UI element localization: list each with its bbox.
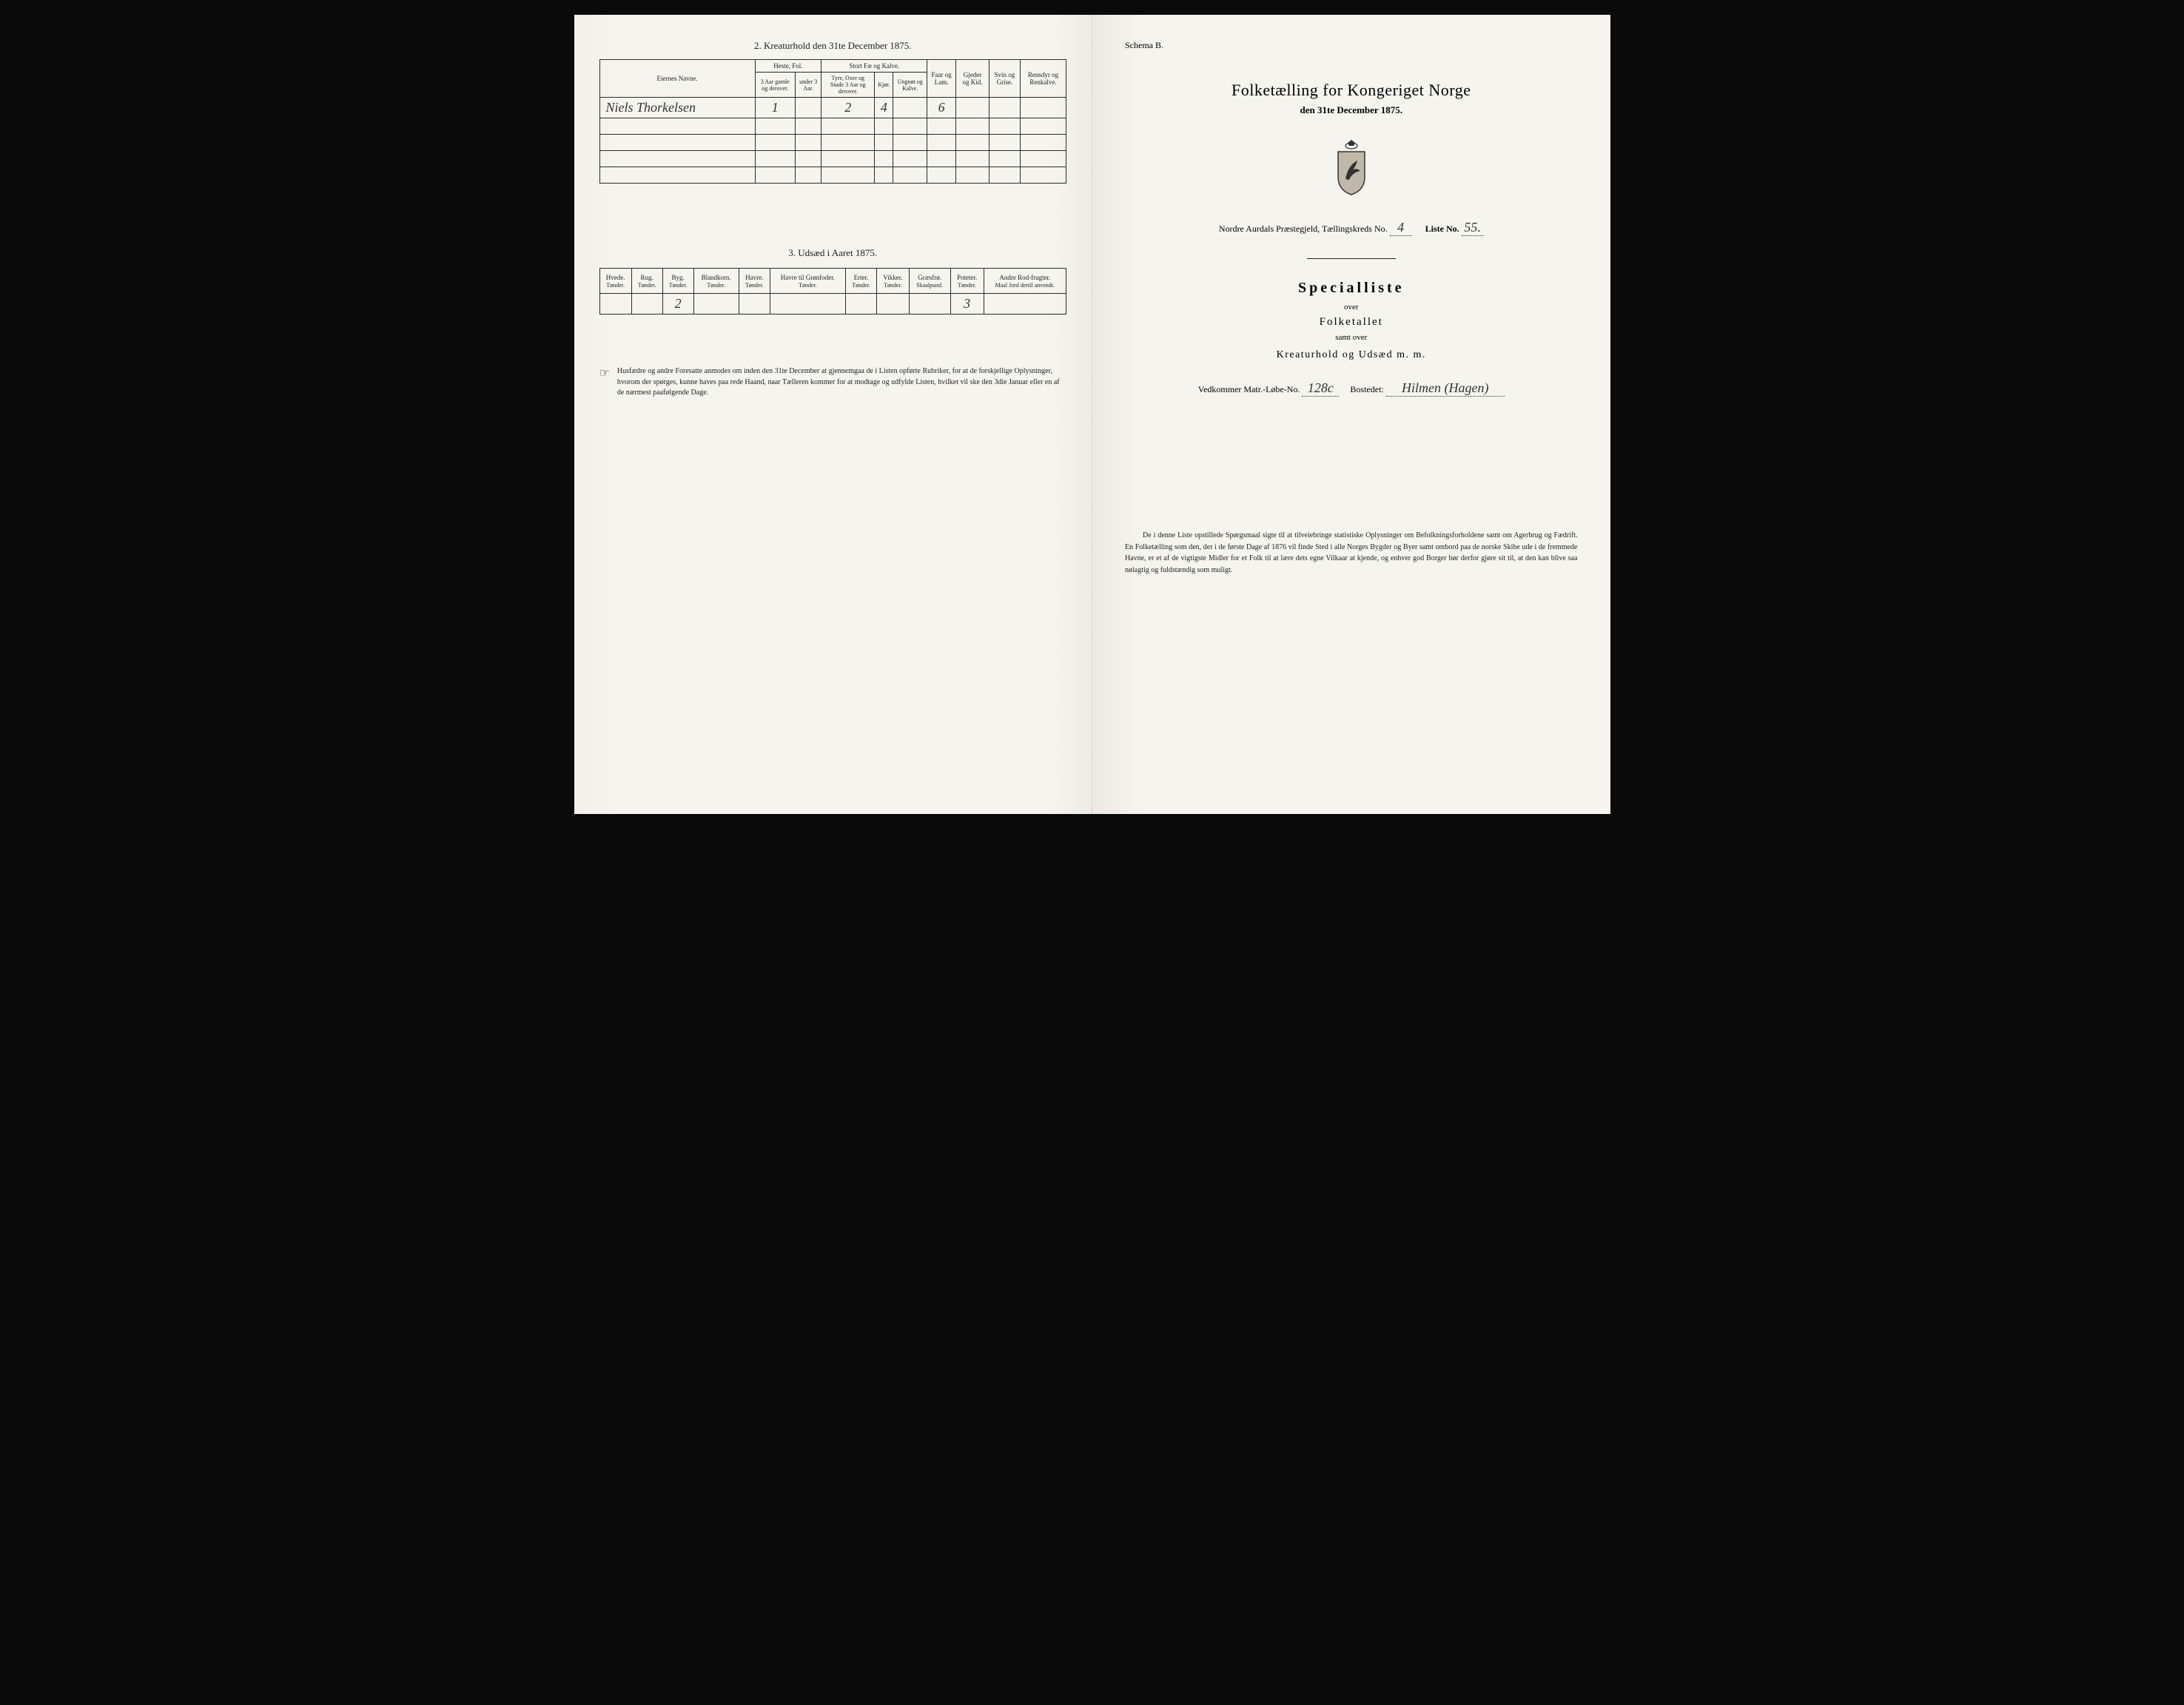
divider [1307,258,1396,259]
cell [956,98,989,118]
section2-title: 2. Kreaturhold den 31te December 1875. [599,40,1067,52]
col-rodfrugter: Andre Rod-frugter.Maal Jord dertil anven… [984,269,1066,294]
cell [1021,98,1066,118]
col-vikker: Vikker.Tønder. [876,269,909,294]
footnote-text: Husfædre og andre Foresatte anmodes om i… [617,366,1066,399]
livestock-table: Eiernes Navne. Heste, Fol. Stort Fæ og K… [599,59,1067,184]
right-page: Schema B. Folketælling for Kongeriget No… [1092,15,1610,814]
col-hvede: Hvede.Tønder. [599,269,631,294]
col-c1: Tyre, Oxer og Stude 3 Aar og derover. [821,73,875,98]
liste-no: 55. [1462,220,1484,236]
col-graesfro: Græsfrø.Skaalpund. [909,269,950,294]
col-sheep: Faar og Lam. [927,60,956,98]
kreds-no: 4 [1390,220,1412,236]
cell [876,294,909,315]
cell: 2 [821,98,875,118]
col-reindeer: Rensdyr og Renkalve. [1021,60,1066,98]
col-goats: Gjeder og Kid. [956,60,989,98]
cell [893,98,927,118]
cell [631,294,662,315]
col-c3: Ungnøt og Kalve. [893,73,927,98]
table-row [599,135,1066,151]
section3-title: 3. Udsæd i Aaret 1875. [599,247,1067,259]
sowing-table: Hvede.Tønder. Rug.Tønder. Byg.Tønder. Bl… [599,268,1067,315]
main-title: Folketælling for Kongeriget Norge [1118,81,1585,100]
matr-no: 128c [1302,380,1339,397]
col-havre-gron: Havre til Grønfoder.Tønder. [770,269,845,294]
col-c2: Kjør. [875,73,893,98]
col-havre: Havre.Tønder. [739,269,770,294]
col-poteter: Poteter.Tønder. [950,269,984,294]
table-row [599,118,1066,135]
cell [909,294,950,315]
col-rug: Rug.Tønder. [631,269,662,294]
right-footnote: De i denne Liste opstillede Spørgsmaal s… [1118,530,1585,576]
grp-cattle: Stort Fæ og Kalve. [821,60,927,73]
bosted-label: Bostedet: [1350,384,1383,394]
over-label: over [1118,303,1585,312]
col-byg: Byg.Tønder. [662,269,693,294]
cell [989,98,1020,118]
cell [693,294,739,315]
left-footnote: ☞ Husfædre og andre Foresatte anmodes om… [599,366,1067,399]
document-scan: 2. Kreaturhold den 31te December 1875. E… [574,15,1610,814]
folketallet-label: Folketallet [1118,316,1585,329]
kreaturhold-label: Kreaturhold og Udsæd m. m. [1118,349,1585,361]
cell: 6 [927,98,956,118]
specialliste-title: Specialliste [1118,280,1585,297]
table-row: Niels Thorkelsen 1 2 4 6 [599,98,1066,118]
coat-of-arms-icon [1329,138,1374,198]
cell [770,294,845,315]
cell [984,294,1066,315]
col-erter: Erter.Tønder. [846,269,877,294]
sowing-head-row: Hvede.Tønder. Rug.Tønder. Byg.Tønder. Bl… [599,269,1066,294]
col-h1: 3 Aar gamle og derover. [755,73,796,98]
bosted: Hilmen (Hagen) [1386,380,1505,397]
table-row [599,167,1066,184]
cell: 1 [755,98,796,118]
col-blandkorn: Blandkorn.Tønder. [693,269,739,294]
liste-label: Liste No. [1425,223,1459,234]
cell: 3 [950,294,984,315]
col-h2: under 3 Aar. [796,73,821,98]
cell [796,98,821,118]
left-page: 2. Kreaturhold den 31te December 1875. E… [574,15,1093,814]
vedk-label: Vedkommer Matr.-Løbe-No. [1198,384,1300,394]
pointing-hand-icon: ☞ [599,365,610,399]
col-owner: Eiernes Navne. [599,60,755,98]
table-row [599,151,1066,167]
vedkommer-line: Vedkommer Matr.-Løbe-No. 128c Bostedet: … [1118,380,1585,397]
table-row: 2 3 [599,294,1066,315]
cell [599,294,631,315]
meta-line: Nordre Aurdals Præstegjeld, Tællingskred… [1118,220,1585,236]
grp-horses: Heste, Fol. [755,60,821,73]
cell: 2 [662,294,693,315]
cell [846,294,877,315]
subtitle: den 31te December 1875. [1118,104,1585,116]
cell [739,294,770,315]
meta-prefix: Nordre Aurdals Præstegjeld, Tællingskred… [1219,223,1388,234]
schema-label: Schema B. [1125,40,1585,51]
owner-name: Niels Thorkelsen [599,98,755,118]
cell: 4 [875,98,893,118]
samt-label: samt over [1118,333,1585,342]
col-pigs: Svin og Grise. [989,60,1020,98]
